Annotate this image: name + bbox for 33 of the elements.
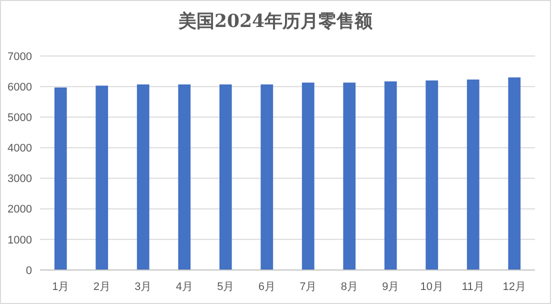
y-tick-label: 7000 bbox=[8, 50, 32, 63]
x-tick-label: 8月 bbox=[340, 281, 358, 293]
y-tick-label: 1000 bbox=[8, 234, 32, 246]
bar bbox=[426, 80, 438, 270]
bar bbox=[384, 81, 397, 270]
x-tick-label: 3月 bbox=[134, 281, 152, 293]
y-tick-label: 3000 bbox=[8, 173, 32, 186]
bar bbox=[96, 86, 108, 270]
bar bbox=[466, 80, 480, 270]
bar bbox=[302, 82, 314, 270]
x-tick-label: 9月 bbox=[382, 281, 400, 293]
y-tick-label: 6000 bbox=[8, 81, 32, 94]
x-tick-label: 6月 bbox=[258, 281, 276, 293]
x-tick-label: 11月 bbox=[462, 281, 484, 293]
bar bbox=[136, 84, 150, 270]
bar bbox=[54, 87, 67, 270]
x-tick-label: 4月 bbox=[176, 281, 193, 293]
bar bbox=[508, 77, 521, 270]
bar bbox=[260, 84, 274, 270]
y-tick-label: 4000 bbox=[8, 142, 32, 155]
y-tick-label: 5000 bbox=[8, 112, 32, 124]
x-tick-label: 1月 bbox=[52, 281, 70, 293]
chart-title: 美国2024年历月零售额 bbox=[177, 11, 374, 32]
y-tick-label: 2000 bbox=[8, 204, 32, 216]
x-tick-label: 5月 bbox=[217, 281, 234, 293]
bar bbox=[219, 84, 232, 270]
bar bbox=[178, 84, 191, 270]
y-tick-label: 0 bbox=[26, 264, 32, 277]
x-tick-label: 12月 bbox=[502, 281, 526, 293]
bar bbox=[343, 82, 356, 270]
x-tick-label: 7月 bbox=[300, 281, 317, 293]
x-tick-label: 10月 bbox=[420, 281, 444, 293]
x-tick-label: 2月 bbox=[93, 281, 110, 293]
